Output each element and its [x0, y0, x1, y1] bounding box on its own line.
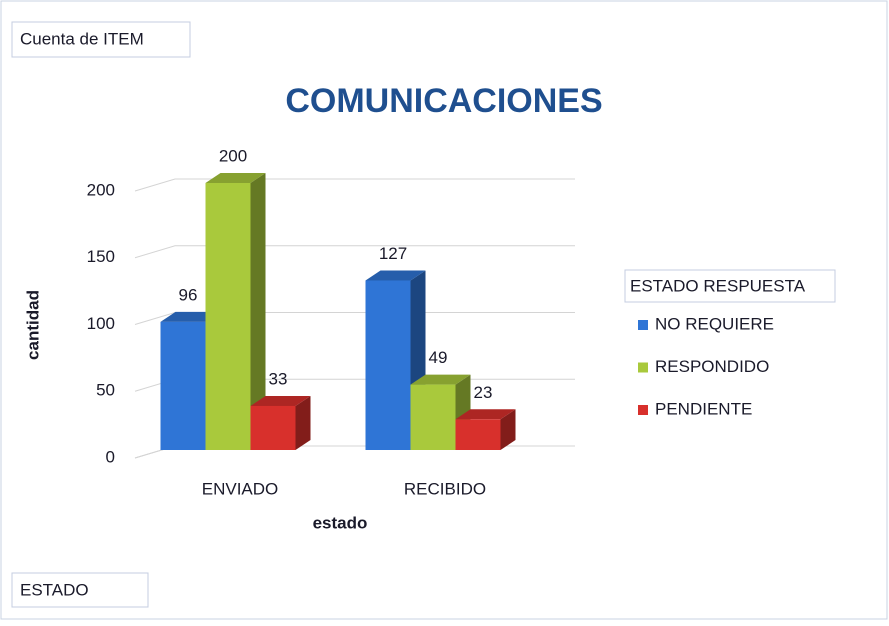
x-axis-label: estado: [313, 513, 368, 532]
legend-label: RESPONDIDO: [655, 357, 769, 376]
bar-side: [295, 395, 311, 450]
bar: [205, 183, 251, 450]
y-tick-label: 150: [87, 247, 115, 266]
chart-title: COMUNICACIONES: [285, 82, 602, 120]
bar-top: [455, 409, 516, 420]
data-label: 200: [219, 146, 247, 165]
field-button[interactable]: [11, 572, 149, 608]
data-label: 96: [179, 285, 198, 304]
bar-top: [365, 270, 426, 281]
bar-side: [250, 173, 266, 450]
field-button-label: ESTADO: [20, 580, 89, 599]
grid-line: [134, 178, 575, 192]
bar: [250, 405, 296, 450]
bar-top: [410, 374, 471, 385]
data-label: 49: [429, 348, 448, 367]
legend-swatch: [638, 362, 648, 373]
y-tick-label: 100: [87, 314, 115, 333]
legend-swatch: [638, 405, 648, 415]
bar: [160, 321, 206, 450]
y-axis-label: cantidad: [23, 290, 42, 360]
bar-top: [250, 395, 311, 406]
field-button[interactable]: [11, 21, 191, 58]
grid-line: [134, 245, 575, 259]
y-tick-label: 200: [87, 180, 115, 199]
x-tick-label: ENVIADO: [202, 479, 279, 498]
data-label: 33: [269, 369, 288, 388]
bar-top: [205, 173, 266, 183]
data-label: 127: [379, 244, 407, 263]
y-tick-label: 0: [106, 447, 115, 466]
y-tick-label: 50: [96, 381, 115, 400]
data-label: 23: [474, 383, 493, 402]
legend-swatch: [638, 320, 648, 330]
x-tick-label: RECIBIDO: [404, 479, 486, 498]
bar: [455, 419, 501, 450]
legend-label: NO REQUIERE: [655, 314, 774, 333]
legend-title-box[interactable]: [624, 269, 836, 303]
field-button-label: Cuenta de ITEM: [20, 29, 144, 48]
bar: [410, 384, 456, 450]
bar: [365, 280, 411, 450]
bar-side: [500, 409, 516, 450]
legend-title: ESTADO RESPUESTA: [630, 276, 806, 295]
legend-label: PENDIENTE: [655, 399, 752, 418]
